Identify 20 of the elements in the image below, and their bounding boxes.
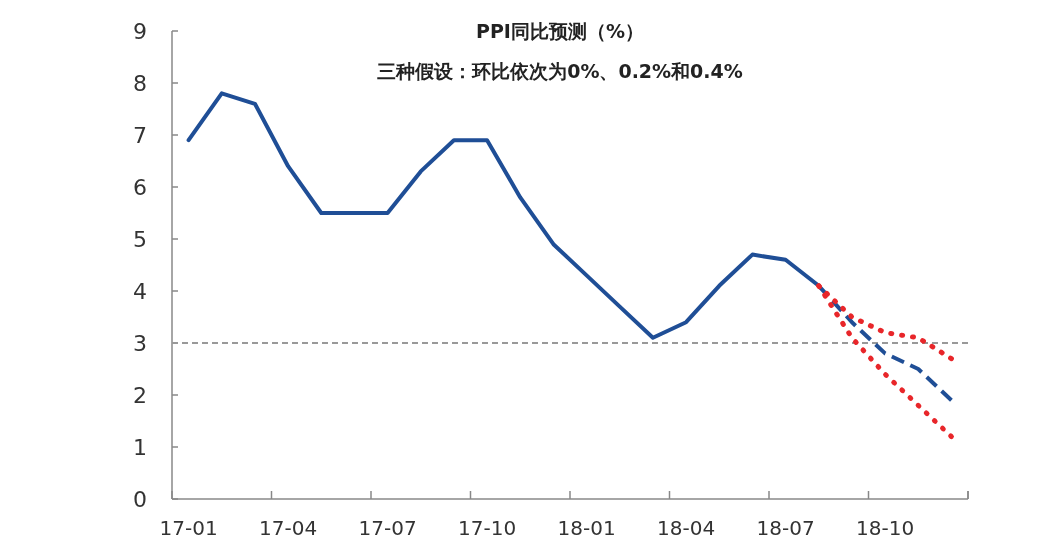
y-tick-label: 8: [133, 71, 147, 96]
y-tick-label: 9: [133, 19, 147, 44]
x-tick-label: 18-07: [756, 516, 815, 540]
y-tick-label: 1: [133, 435, 147, 460]
x-tick-label: 18-10: [856, 516, 915, 540]
y-tick-label: 5: [133, 227, 147, 252]
x-tick-label: 17-04: [259, 516, 318, 540]
x-tick-label: 17-01: [159, 516, 218, 540]
x-tick-label: 18-01: [557, 516, 616, 540]
text: 三种假设：环比依次为0%、0.2%和0.4%: [377, 60, 743, 82]
chart-title: PPI同比预测（%）: [476, 20, 644, 42]
x-tick-label: 17-10: [458, 516, 517, 540]
y-tick-label: 0: [133, 487, 147, 512]
y-tick-label: 7: [133, 123, 147, 148]
y-tick-label: 3: [133, 331, 147, 356]
x-tick-label: 18-04: [657, 516, 716, 540]
x-tick-label: 17-07: [358, 516, 417, 540]
y-tick-label: 6: [133, 175, 147, 200]
y-tick-label: 4: [133, 279, 147, 304]
y-tick-label: 2: [133, 383, 147, 408]
